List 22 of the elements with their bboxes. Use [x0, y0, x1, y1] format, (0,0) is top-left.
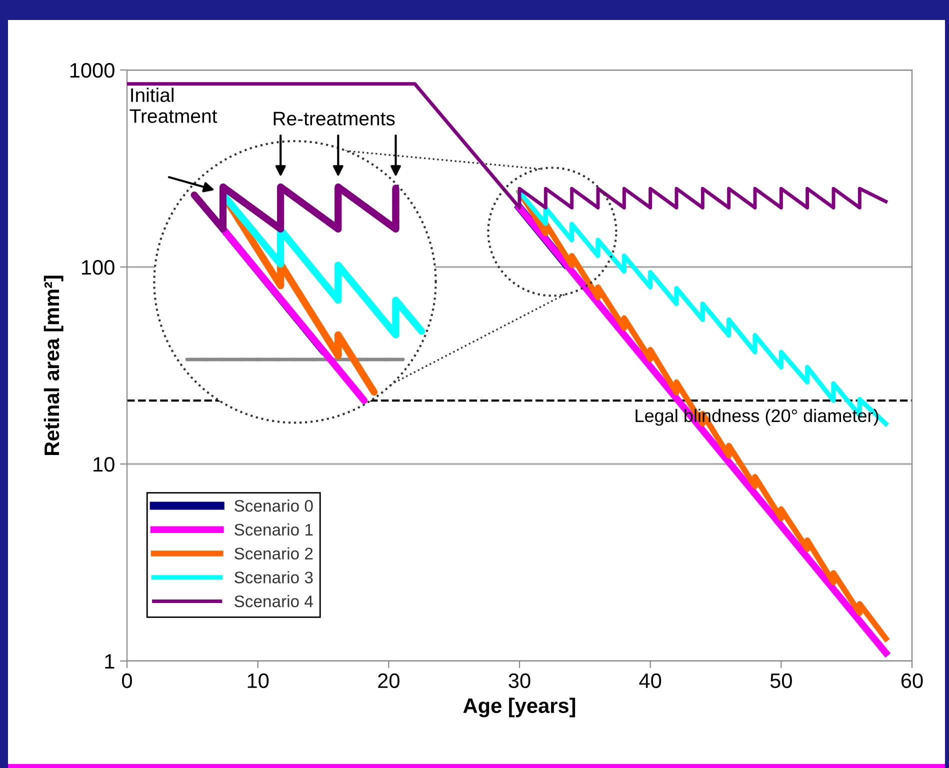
x-tick-label: 50 — [770, 673, 792, 688]
y-tick-label: 10 — [94, 457, 114, 472]
y-tick-label: 100 — [82, 260, 114, 275]
annotation: Re-treatments — [274, 112, 395, 126]
legend-label: Scenario 2 — [234, 547, 313, 560]
x-axis-title: Age [years] — [463, 698, 576, 718]
legend-label: Scenario 0 — [234, 500, 313, 512]
line-series — [517, 190, 888, 426]
x-tick-label: 60 — [901, 673, 923, 688]
x-tick-label: 30 — [508, 673, 530, 688]
annotation: Initial Treatment — [130, 88, 218, 123]
x-tick-label: 0 — [122, 673, 132, 688]
x-tick-label: 40 — [639, 673, 662, 688]
legend-label: Scenario 1 — [234, 523, 313, 536]
y-axis-title: Retinal area [mm²] — [44, 276, 64, 455]
y-tick-label: 1000 — [70, 63, 114, 78]
x-tick-label: 20 — [378, 673, 400, 688]
legend-label: Scenario 4 — [234, 595, 313, 608]
legend-label: Scenario 3 — [234, 571, 313, 584]
x-tick-label: 10 — [248, 673, 269, 688]
line-series — [127, 82, 888, 210]
y-tick-label: 1 — [105, 654, 114, 669]
